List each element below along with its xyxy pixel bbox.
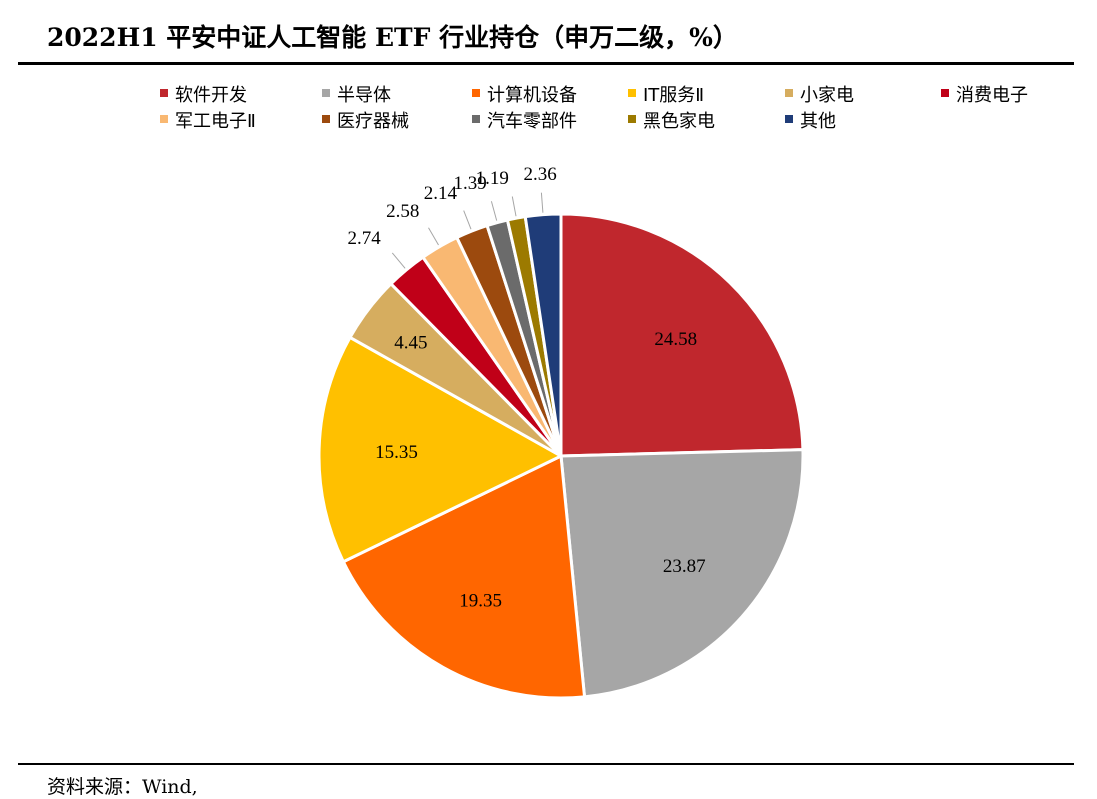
- legend-item: 医疗器械: [322, 111, 409, 132]
- legend-item: 软件开发: [160, 85, 247, 106]
- leader-line: [463, 210, 472, 230]
- legend-item: 汽车零部件: [472, 111, 577, 132]
- leader-line: [540, 192, 544, 213]
- data-label: 2.14: [424, 183, 458, 204]
- data-label: 2.36: [523, 164, 556, 185]
- source-note: 资料来源：Wind,: [47, 776, 198, 798]
- legend-swatch: [322, 115, 330, 123]
- legend-item: 计算机设备: [472, 85, 577, 106]
- legend-item: 其他: [785, 111, 836, 132]
- legend-item: IT服务Ⅱ: [628, 85, 704, 106]
- legend-label: IT服务Ⅱ: [643, 85, 704, 106]
- legend-swatch: [941, 89, 949, 97]
- legend-item: 小家电: [785, 85, 854, 106]
- data-label: 1.19: [476, 168, 509, 189]
- legend-item: 军工电子Ⅱ: [160, 111, 256, 132]
- legend-label: 半导体: [337, 85, 391, 106]
- legend-label: 医疗器械: [337, 111, 409, 132]
- legend-label: 汽车零部件: [487, 111, 577, 132]
- legend-swatch: [472, 115, 480, 123]
- leader-line: [490, 201, 498, 221]
- data-label: 1.39: [453, 173, 486, 194]
- legend-label: 小家电: [800, 85, 854, 106]
- legend-label: 计算机设备: [487, 85, 577, 106]
- legend-swatch: [322, 89, 330, 97]
- legend-swatch: [472, 89, 480, 97]
- data-label: 2.58: [386, 201, 419, 222]
- legend-item: 半导体: [322, 85, 391, 106]
- legend-swatch: [160, 115, 168, 123]
- pie-slice: [341, 453, 587, 700]
- legend-item: 黑色家电: [628, 111, 715, 132]
- legend-label: 消费电子: [956, 85, 1028, 106]
- data-label: 4.45: [394, 333, 427, 354]
- legend-item: 消费电子: [941, 85, 1028, 106]
- legend-swatch: [785, 89, 793, 97]
- pie-slice: [523, 212, 563, 457]
- pie-slice: [559, 212, 805, 458]
- pie-slice: [559, 448, 805, 699]
- data-label: 23.87: [663, 556, 706, 577]
- data-label: 2.74: [348, 228, 382, 249]
- chart-title: 2022H1 平安中证人工智能 ETF 行业持仓（申万二级，%）: [47, 23, 738, 52]
- legend-label: 其他: [800, 111, 836, 132]
- legend-swatch: [785, 115, 793, 123]
- leader-line: [511, 196, 517, 217]
- leader-line: [428, 227, 439, 246]
- title-rule: [18, 62, 1074, 65]
- pie-slice: [317, 335, 565, 564]
- legend-swatch: [160, 89, 168, 97]
- legend-label: 软件开发: [175, 85, 247, 106]
- data-label: 19.35: [459, 591, 502, 612]
- footer-rule: [18, 763, 1074, 765]
- leader-line: [391, 252, 406, 269]
- legend-label: 黑色家电: [643, 111, 715, 132]
- legend-swatch: [628, 89, 636, 97]
- data-label: 24.58: [654, 329, 697, 350]
- legend-swatch: [628, 115, 636, 123]
- legend-label: 军工电子Ⅱ: [175, 111, 256, 132]
- data-label: 15.35: [375, 442, 418, 463]
